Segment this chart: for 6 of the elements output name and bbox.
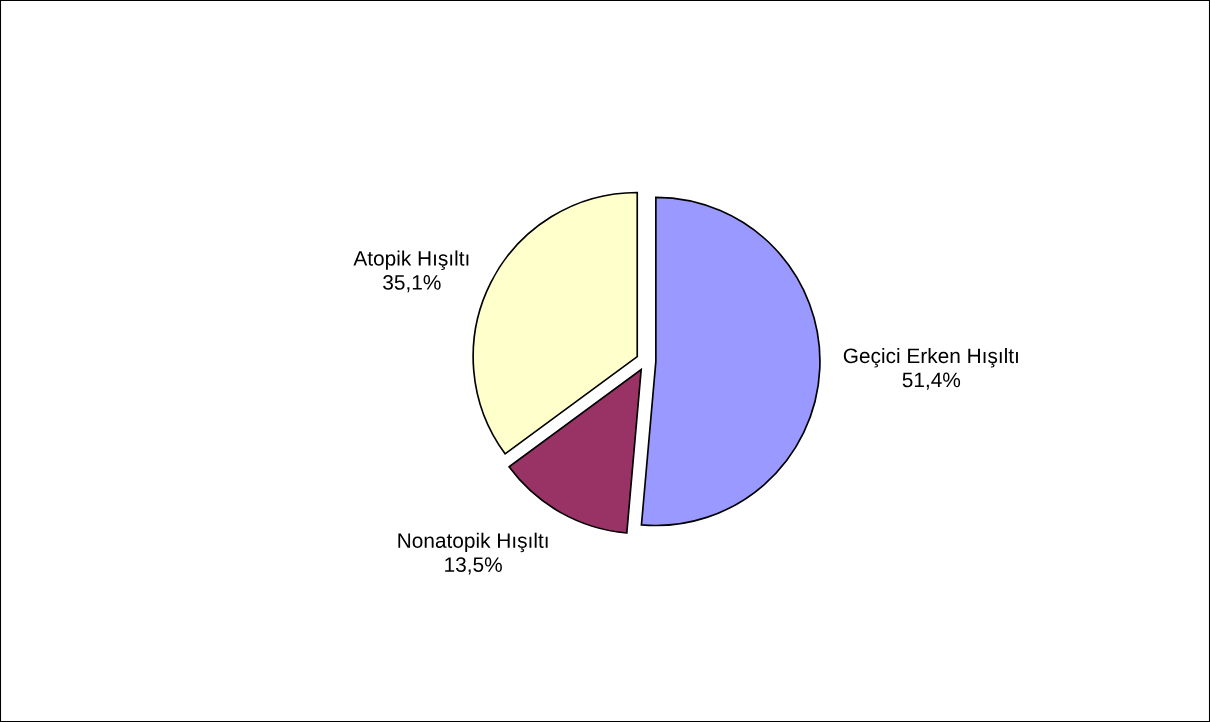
- data-label: 51,4%: [902, 372, 961, 390]
- data-label: 13,5%: [445, 557, 502, 575]
- slice-label: Atopik Hışıltı: [353, 250, 469, 270]
- slice-label: Nonatopik Hışıltı: [398, 532, 548, 553]
- slice-label: Geçici Erken Hışıltı: [843, 347, 1018, 368]
- data-label: 35,1%: [383, 275, 441, 293]
